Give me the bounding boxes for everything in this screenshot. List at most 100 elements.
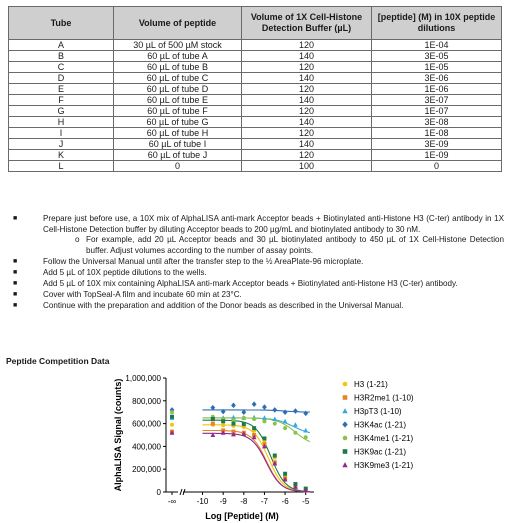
tube-cell: J	[9, 139, 114, 150]
buffer-volume-cell: 120	[242, 128, 372, 139]
data-point-blank	[170, 410, 174, 414]
y-tick-label: 0	[157, 488, 162, 497]
data-point	[283, 426, 287, 430]
bullet-square-icon: ■	[13, 257, 17, 268]
protocol-substeps: o For example, add 20 µL Acceptor beads …	[43, 235, 504, 256]
concentration-cell: 3E-08	[372, 117, 502, 128]
tube-cell: G	[9, 106, 114, 117]
data-point	[272, 407, 277, 413]
concentration-cell: 1E-04	[372, 40, 502, 51]
buffer-volume-cell: 140	[242, 95, 372, 106]
data-point	[242, 416, 246, 420]
bullet-square-icon: ■	[13, 301, 17, 312]
concentration-cell: 0	[372, 161, 502, 172]
legend-label: H3K4me1 (1-21)	[354, 434, 413, 443]
data-point	[273, 454, 277, 458]
bullet-square-icon: ■	[13, 214, 17, 225]
data-point	[283, 472, 287, 476]
buffer-volume-cell: 120	[242, 150, 372, 161]
buffer-volume-cell: 100	[242, 161, 372, 172]
table-row: K 60 µL of tube J 120 1E-09	[9, 150, 502, 161]
protocol-step: ■ Add 5 µL of 10X mix containing AlphaLIS…	[8, 279, 504, 290]
y-axis-label: AlphaLISA Signal (counts)	[113, 379, 123, 492]
tube-cell: I	[9, 128, 114, 139]
data-point	[231, 418, 235, 422]
data-point-blank	[170, 423, 174, 427]
peptide-volume-cell: 60 µL of tube H	[114, 128, 242, 139]
table-row: C 60 µL of tube B 120 1E-05	[9, 62, 502, 73]
buffer-volume-cell: 140	[242, 139, 372, 150]
x-tick-label: -10	[197, 497, 209, 506]
section-title: Peptide Competition Data	[6, 356, 109, 366]
table-header-row: Tube Volume of peptide Volume of 1X Cell…	[9, 7, 502, 40]
y-tick-label: 400,000	[132, 442, 161, 451]
data-point	[304, 435, 308, 439]
data-point-blank	[170, 415, 174, 419]
data-point	[293, 408, 298, 414]
concentration-cell: 1E-05	[372, 62, 502, 73]
peptide-volume-cell: 60 µL of tube C	[114, 73, 242, 84]
data-point	[242, 422, 246, 426]
legend-label: H3K9ac (1-21)	[354, 448, 406, 457]
tube-cell: H	[9, 117, 114, 128]
data-point	[262, 404, 267, 410]
x-tick-label: -7	[261, 497, 269, 506]
x-tick-label-blank: -∞	[168, 497, 177, 506]
tube-cell: F	[9, 95, 114, 106]
tube-cell: L	[9, 161, 114, 172]
legend-marker	[343, 449, 348, 454]
legend-label: H3K4ac (1-21)	[354, 421, 406, 430]
table-row: B 60 µL of tube A 140 3E-05	[9, 51, 502, 62]
data-point	[262, 415, 267, 420]
header-peptide-concentration: [peptide] (M) in 10X peptide dilutions	[372, 7, 502, 40]
buffer-volume-cell: 120	[242, 106, 372, 117]
protocol-step: ■ Follow the Universal Manual until after…	[8, 257, 504, 268]
peptide-volume-cell: 0	[114, 161, 242, 172]
concentration-cell: 1E-07	[372, 106, 502, 117]
peptide-volume-cell: 60 µL of tube F	[114, 106, 242, 117]
data-point	[221, 423, 225, 427]
table-row: F 60 µL of tube E 140 3E-07	[9, 95, 502, 106]
bullet-circle-icon: o	[75, 235, 80, 246]
data-point	[283, 419, 288, 424]
tube-cell: C	[9, 62, 114, 73]
legend-marker	[342, 408, 347, 413]
concentration-cell: 1E-08	[372, 128, 502, 139]
step-text: Add 5 µL of 10X mix containing AlphaLISA…	[43, 279, 458, 288]
protocol-substep: o For example, add 20 µL Acceptor beads …	[43, 235, 504, 256]
substep-text: For example, add 20 µL Acceptor beads an…	[86, 235, 504, 255]
data-point	[252, 417, 256, 421]
table-row: E 60 µL of tube D 120 1E-06	[9, 84, 502, 95]
step-text: Prepare just before use, a 10X mix of Al…	[43, 214, 504, 234]
tube-cell: E	[9, 84, 114, 95]
header-volume-buffer: Volume of 1X Cell-Histone Detection Buff…	[242, 7, 372, 40]
buffer-volume-cell: 120	[242, 40, 372, 51]
data-point	[303, 428, 308, 433]
legend-label: H3R2me1 (1-10)	[354, 394, 414, 403]
peptide-volume-cell: 60 µL of tube A	[114, 51, 242, 62]
peptide-volume-cell: 60 µL of tube I	[114, 139, 242, 150]
x-tick-label: -9	[220, 497, 228, 506]
table-row: G 60 µL of tube F 120 1E-07	[9, 106, 502, 117]
data-point	[283, 409, 288, 415]
tube-cell: K	[9, 150, 114, 161]
concentration-cell: 3E-09	[372, 139, 502, 150]
y-tick-label: 1,000,000	[125, 374, 161, 383]
peptide-competition-chart: 0 200,000 400,000 600,000 800,000 1,000,000 -∞…	[0, 370, 511, 523]
x-axis-label: Log [Peptide] (M)	[205, 511, 279, 521]
peptide-volume-cell: 30 µL of 500 µM stock	[114, 40, 242, 51]
table-row: H 60 µL of tube G 140 3E-08	[9, 117, 502, 128]
data-point	[262, 436, 266, 440]
data-point	[273, 422, 277, 426]
data-point	[211, 417, 215, 421]
data-point	[262, 419, 266, 423]
header-tube: Tube	[9, 7, 114, 40]
table-row: D 60 µL of tube C 140 3E-06	[9, 73, 502, 84]
legend-marker	[342, 462, 347, 467]
buffer-volume-cell: 120	[242, 62, 372, 73]
step-text: Continue with the preparation and additi…	[43, 301, 403, 310]
peptide-volume-cell: 60 µL of tube G	[114, 117, 242, 128]
concentration-cell: 3E-07	[372, 95, 502, 106]
y-tick-label: 800,000	[132, 397, 161, 406]
peptide-volume-cell: 60 µL of tube J	[114, 150, 242, 161]
